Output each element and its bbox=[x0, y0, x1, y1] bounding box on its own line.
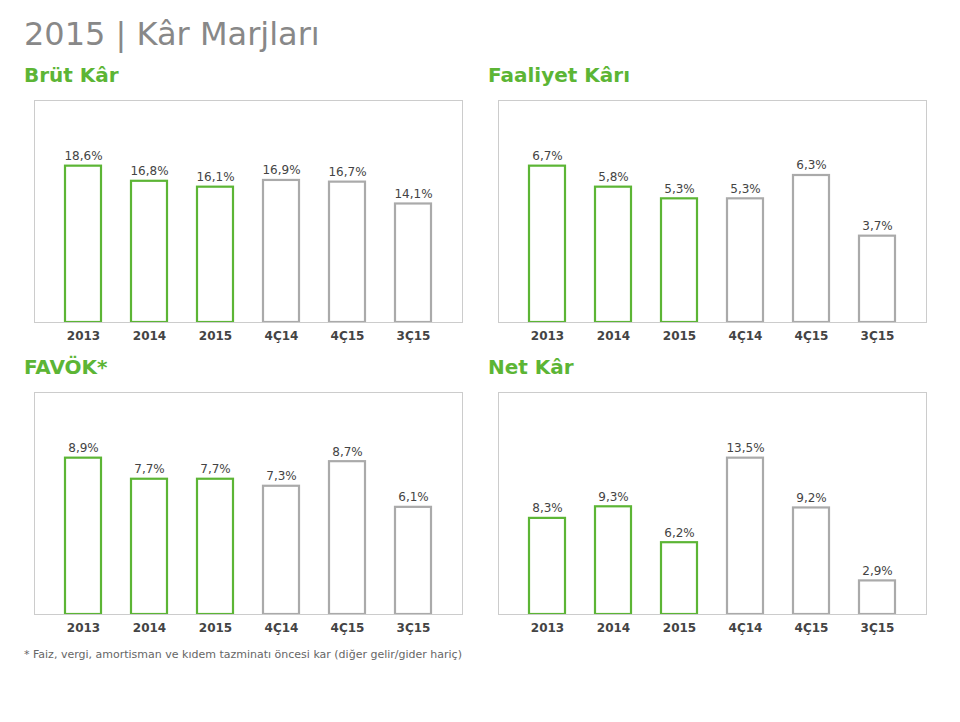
svg-text:2015: 2015 bbox=[199, 621, 232, 635]
svg-text:14,1%: 14,1% bbox=[394, 187, 432, 201]
svg-text:6,2%: 6,2% bbox=[664, 526, 695, 540]
svg-text:7,7%: 7,7% bbox=[200, 462, 231, 476]
svg-text:8,7%: 8,7% bbox=[332, 445, 363, 459]
svg-text:18,6%: 18,6% bbox=[64, 149, 102, 163]
svg-text:6,3%: 6,3% bbox=[796, 158, 827, 172]
svg-text:2013: 2013 bbox=[67, 621, 100, 635]
svg-text:3,7%: 3,7% bbox=[862, 219, 893, 233]
svg-text:3Ç15: 3Ç15 bbox=[397, 329, 431, 343]
svg-text:8,9%: 8,9% bbox=[68, 441, 99, 455]
svg-text:2014: 2014 bbox=[133, 329, 166, 343]
html-text:FAVÖK*: FAVÖK* bbox=[24, 355, 108, 379]
svg-text:16,1%: 16,1% bbox=[196, 170, 234, 184]
svg-text:2015: 2015 bbox=[199, 329, 232, 343]
svg-text:2,9%: 2,9% bbox=[862, 564, 893, 578]
svg-text:3Ç15: 3Ç15 bbox=[861, 329, 895, 343]
svg-text:6,1%: 6,1% bbox=[398, 490, 429, 504]
html-text:* Faiz, vergi, amortisman ve k: * Faiz, vergi, amortisman ve kıdem tazmi… bbox=[24, 648, 462, 661]
svg-text:16,7%: 16,7% bbox=[328, 165, 366, 179]
svg-text:4Ç14: 4Ç14 bbox=[729, 621, 763, 635]
svg-text:3Ç15: 3Ç15 bbox=[861, 621, 895, 635]
svg-text:2014: 2014 bbox=[597, 621, 630, 635]
svg-text:5,3%: 5,3% bbox=[664, 182, 695, 196]
svg-text:4Ç15: 4Ç15 bbox=[331, 329, 365, 343]
svg-text:16,9%: 16,9% bbox=[262, 163, 300, 177]
svg-text:13,5%: 13,5% bbox=[726, 441, 764, 455]
html-text:Faaliyet Kârı: Faaliyet Kârı bbox=[488, 63, 630, 87]
svg-text:9,3%: 9,3% bbox=[598, 490, 629, 504]
html-text:Net Kâr: Net Kâr bbox=[488, 355, 574, 379]
svg-text:2015: 2015 bbox=[663, 621, 696, 635]
html-text:Brüt Kâr: Brüt Kâr bbox=[24, 63, 119, 87]
svg-text:2013: 2013 bbox=[67, 329, 100, 343]
svg-text:4Ç14: 4Ç14 bbox=[265, 329, 299, 343]
svg-text:4Ç15: 4Ç15 bbox=[795, 621, 829, 635]
svg-text:2013: 2013 bbox=[531, 329, 564, 343]
svg-text:16,8%: 16,8% bbox=[130, 164, 168, 178]
html-text:2015 | Kâr Marjları: 2015 | Kâr Marjları bbox=[24, 15, 320, 53]
svg-text:9,2%: 9,2% bbox=[796, 491, 827, 505]
svg-text:7,3%: 7,3% bbox=[266, 469, 297, 483]
svg-text:5,8%: 5,8% bbox=[598, 170, 629, 184]
svg-text:3Ç15: 3Ç15 bbox=[397, 621, 431, 635]
svg-text:6,7%: 6,7% bbox=[532, 149, 563, 163]
svg-text:2015: 2015 bbox=[663, 329, 696, 343]
svg-text:5,3%: 5,3% bbox=[730, 182, 761, 196]
svg-text:4Ç14: 4Ç14 bbox=[729, 329, 763, 343]
svg-text:2014: 2014 bbox=[597, 329, 630, 343]
svg-text:4Ç15: 4Ç15 bbox=[331, 621, 365, 635]
svg-text:2013: 2013 bbox=[531, 621, 564, 635]
svg-text:8,3%: 8,3% bbox=[532, 501, 563, 515]
svg-text:4Ç15: 4Ç15 bbox=[795, 329, 829, 343]
svg-text:2014: 2014 bbox=[133, 621, 166, 635]
svg-text:7,7%: 7,7% bbox=[134, 462, 165, 476]
svg-text:4Ç14: 4Ç14 bbox=[265, 621, 299, 635]
